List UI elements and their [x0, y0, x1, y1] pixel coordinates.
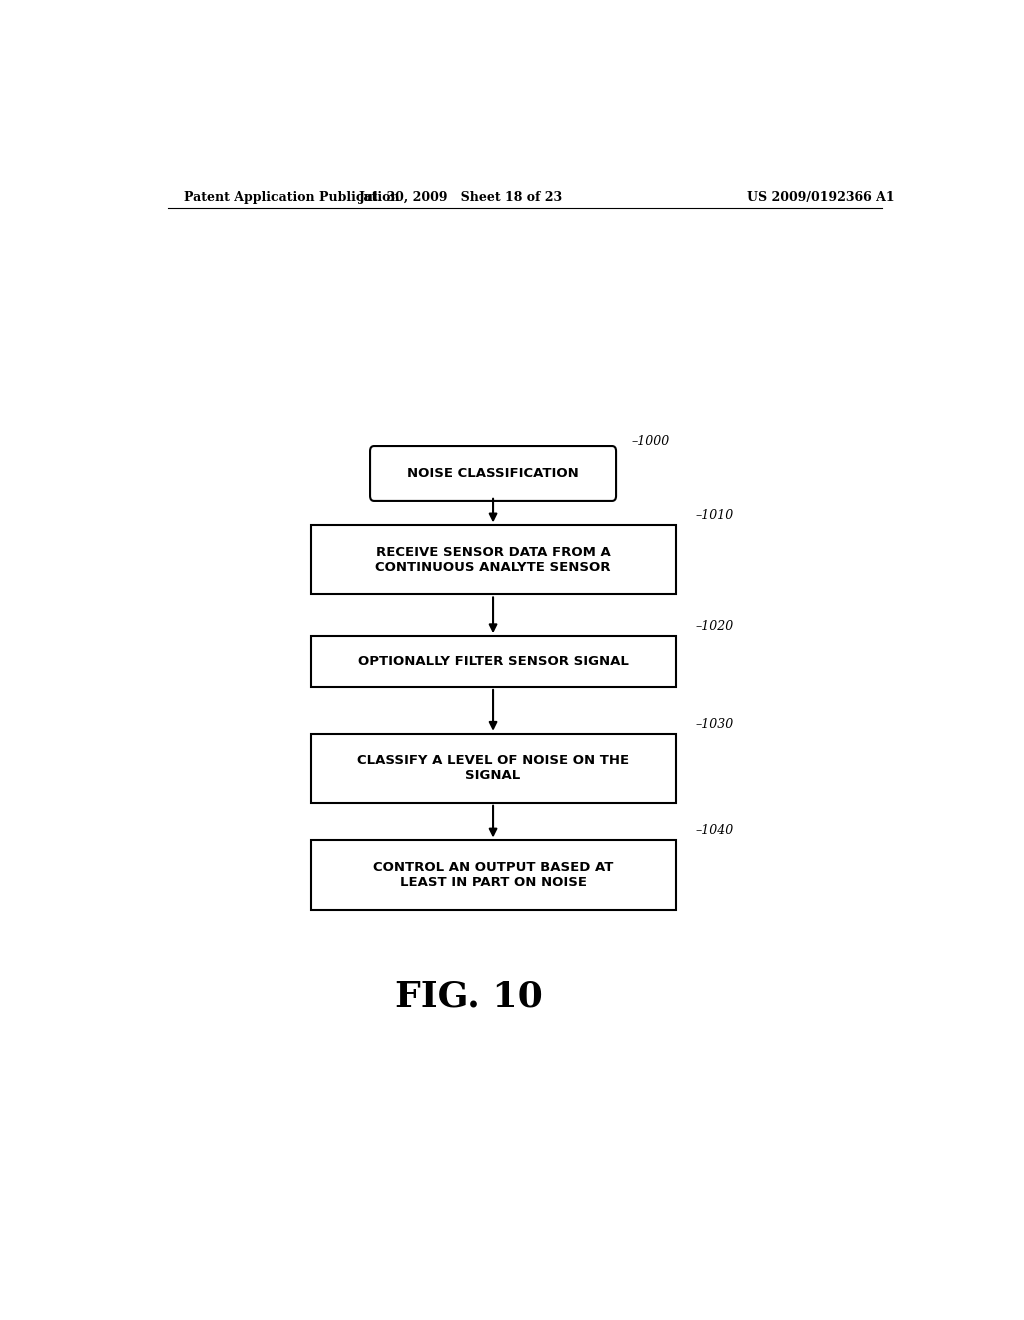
Text: CONTROL AN OUTPUT BASED AT
LEAST IN PART ON NOISE: CONTROL AN OUTPUT BASED AT LEAST IN PART… — [373, 861, 613, 888]
Bar — [310, 734, 676, 803]
Text: Jul. 30, 2009   Sheet 18 of 23: Jul. 30, 2009 Sheet 18 of 23 — [359, 190, 563, 203]
Bar — [310, 841, 676, 909]
Text: RECEIVE SENSOR DATA FROM A
CONTINUOUS ANALYTE SENSOR: RECEIVE SENSOR DATA FROM A CONTINUOUS AN… — [376, 546, 610, 574]
Text: CLASSIFY A LEVEL OF NOISE ON THE
SIGNAL: CLASSIFY A LEVEL OF NOISE ON THE SIGNAL — [357, 754, 629, 783]
Text: –1030: –1030 — [695, 718, 733, 731]
Bar — [310, 525, 676, 594]
Text: Patent Application Publication: Patent Application Publication — [183, 190, 399, 203]
Bar — [310, 636, 676, 686]
Text: US 2009/0192366 A1: US 2009/0192366 A1 — [748, 190, 895, 203]
Text: –1000: –1000 — [632, 436, 670, 447]
Text: –1010: –1010 — [695, 510, 733, 523]
Text: –1020: –1020 — [695, 620, 733, 634]
FancyBboxPatch shape — [370, 446, 616, 500]
Text: NOISE CLASSIFICATION: NOISE CLASSIFICATION — [408, 467, 579, 480]
Text: FIG. 10: FIG. 10 — [395, 979, 543, 1014]
Text: OPTIONALLY FILTER SENSOR SIGNAL: OPTIONALLY FILTER SENSOR SIGNAL — [357, 655, 629, 668]
Text: –1040: –1040 — [695, 825, 733, 837]
